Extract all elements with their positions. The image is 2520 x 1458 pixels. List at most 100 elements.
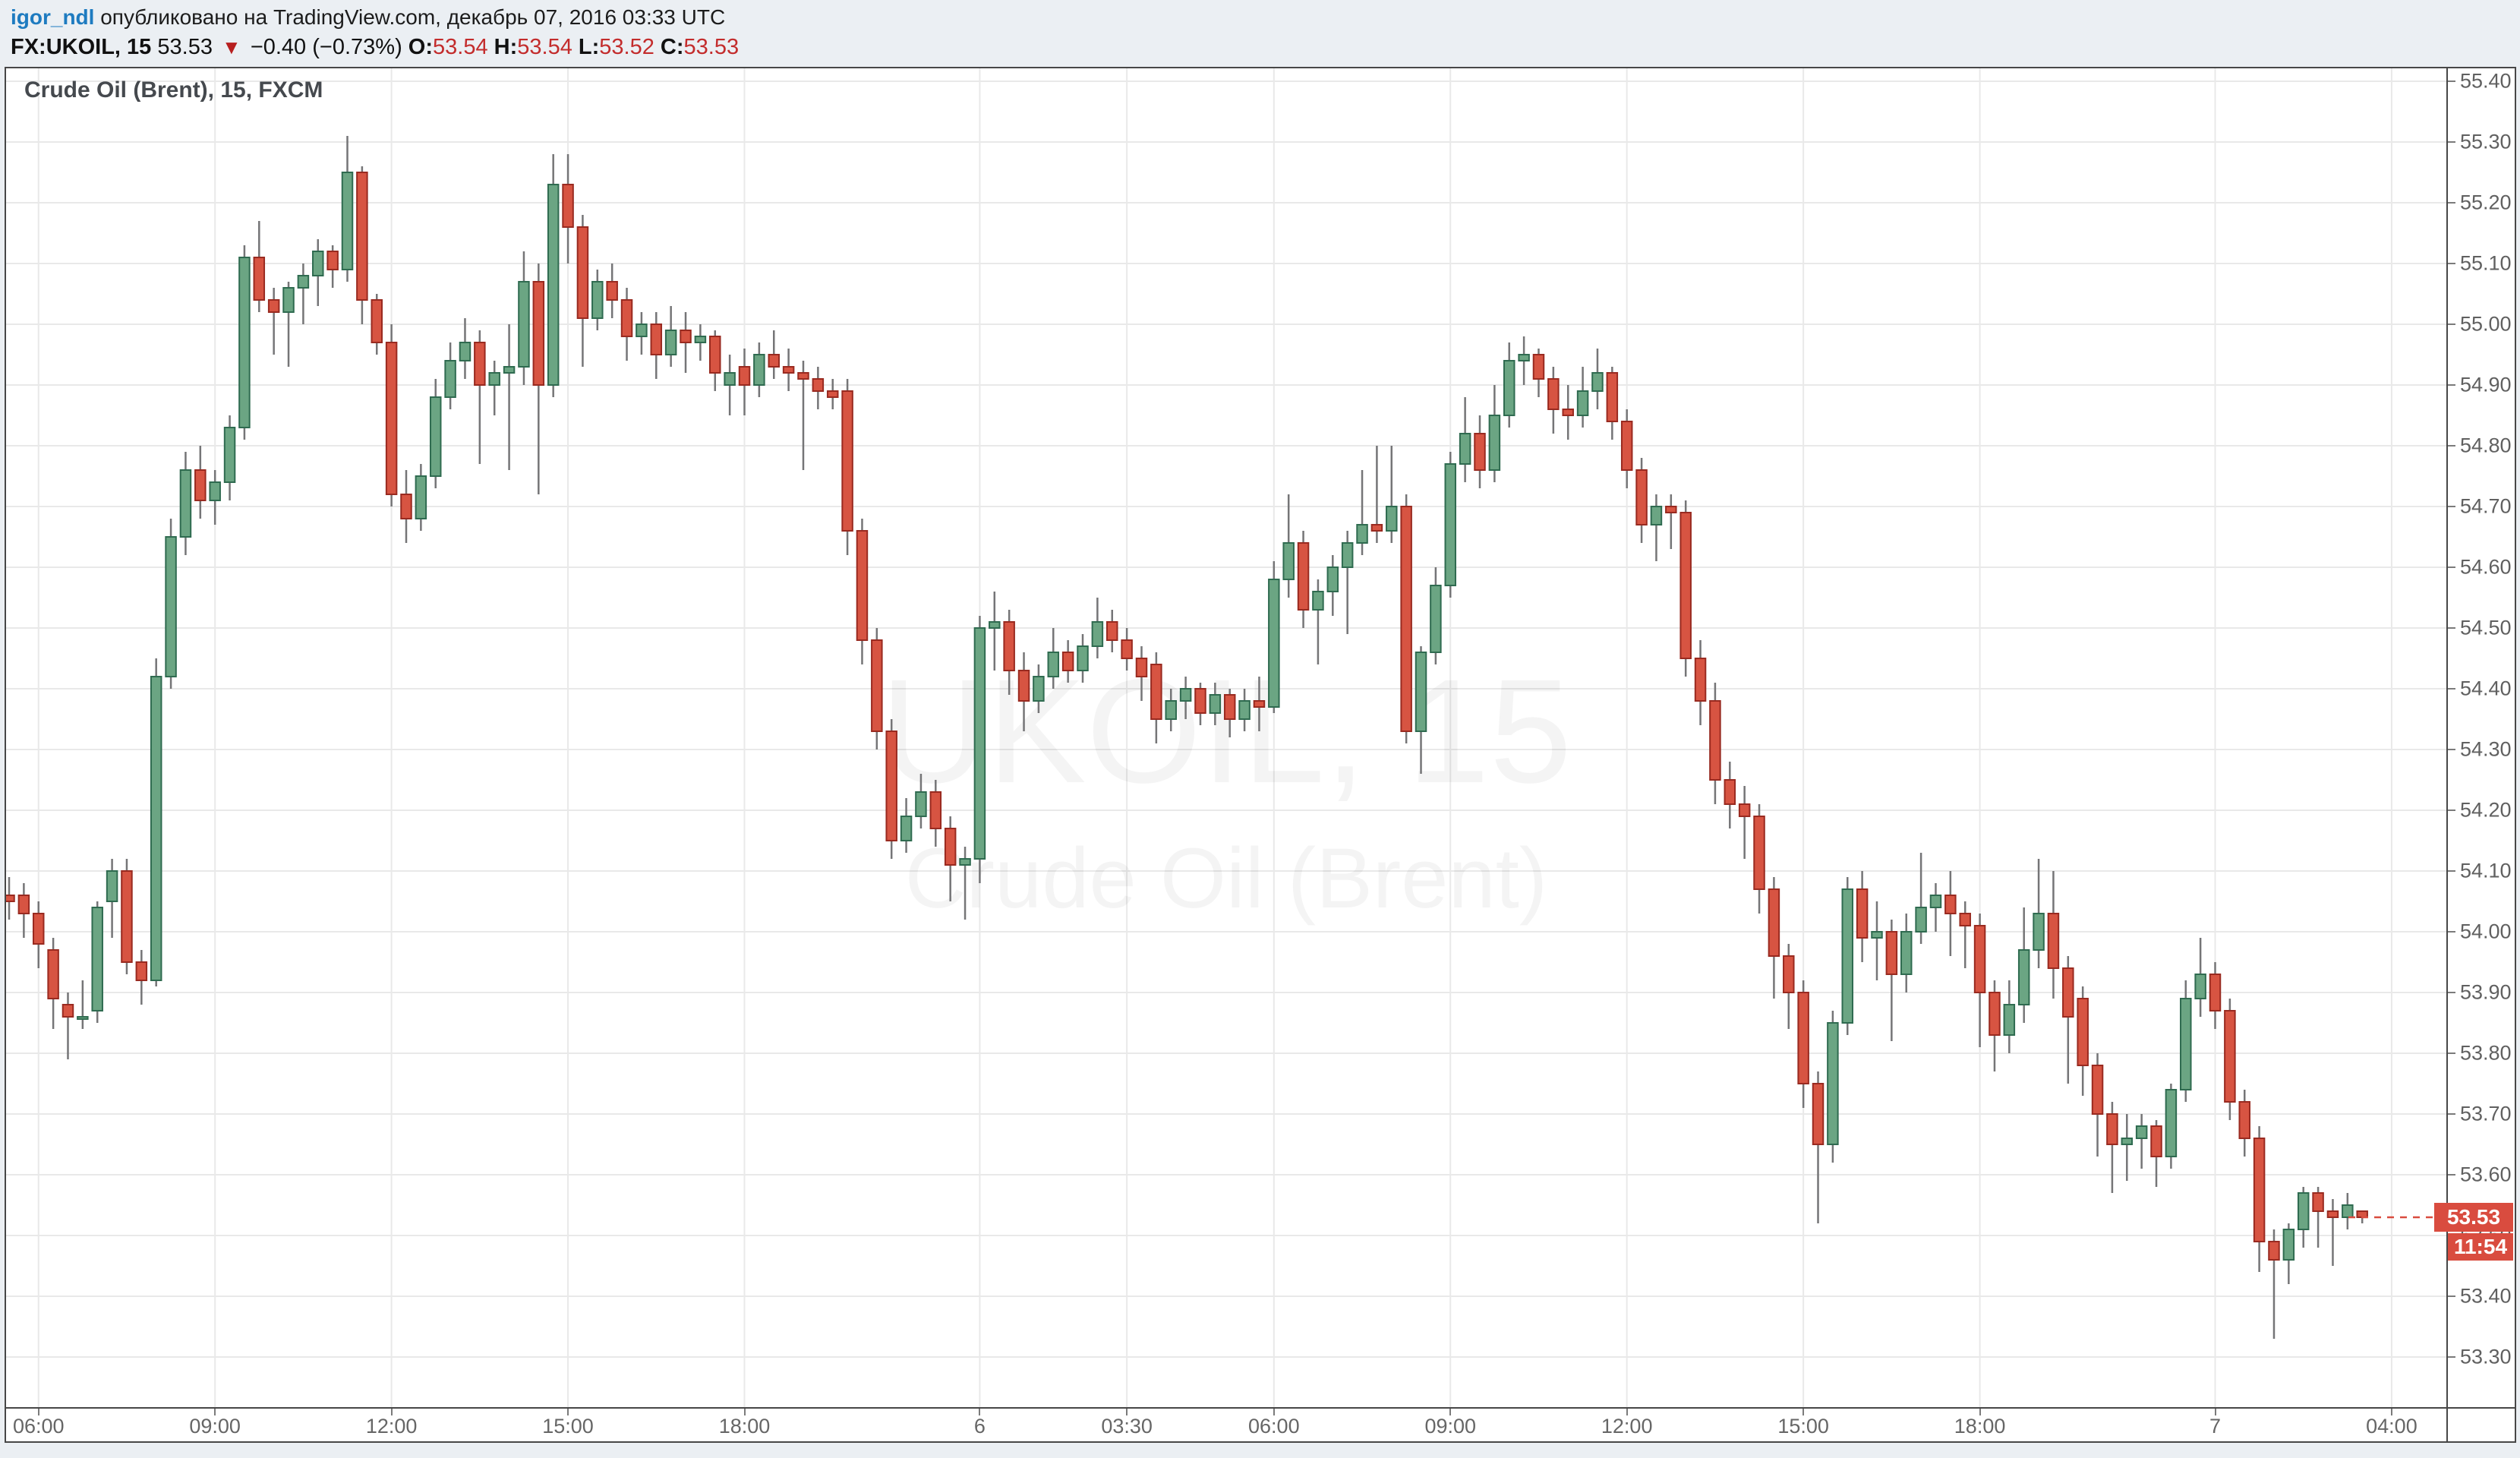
candle-up — [664, 330, 677, 355]
time-tick — [979, 1409, 981, 1415]
time-axis-label: 12:00 — [1601, 1415, 1653, 1437]
candle-down — [1150, 664, 1162, 720]
candle-up — [312, 251, 324, 276]
price-axis-label: 53.30 — [2460, 1345, 2512, 1368]
price-axis-label: 55.10 — [2460, 251, 2512, 275]
candle-up — [1841, 888, 1853, 1024]
candle-up — [297, 275, 310, 289]
candle-up — [636, 323, 648, 337]
candle-down — [2312, 1192, 2324, 1212]
candle-down — [1768, 888, 1780, 957]
candle-down — [856, 530, 869, 641]
price-tick — [2448, 627, 2455, 629]
candle-down — [1400, 506, 1412, 732]
candle-up — [106, 870, 118, 902]
candle-down — [1223, 694, 1236, 720]
candle-down — [738, 366, 751, 386]
candle-down — [841, 390, 853, 532]
chart-frame: Crude Oil (Brent), 15, FXCM UKOIL, 15 Cru… — [5, 67, 2516, 1443]
price-tick — [2448, 749, 2455, 750]
candle-down — [2238, 1101, 2250, 1139]
time-tick — [1802, 1409, 1805, 1415]
candle-down — [2209, 974, 2222, 1011]
open-value: 53.54 — [433, 35, 488, 59]
candle-up — [915, 791, 927, 817]
watermark-description: Crude Oil (Brent) — [905, 831, 1547, 926]
candle-up — [179, 469, 192, 538]
candle-up — [223, 427, 236, 483]
candle-down — [2150, 1125, 2162, 1157]
time-axis-label: 09:00 — [1424, 1415, 1477, 1437]
candle-up — [900, 816, 913, 841]
candle-down — [32, 913, 45, 945]
price-axis-label: 54.90 — [2460, 373, 2512, 396]
candle-down — [47, 949, 59, 999]
candle-down — [782, 366, 795, 374]
publish-line: igor_ndl опубликовано на TradingView.com… — [11, 3, 739, 32]
price-tick — [2448, 566, 2455, 568]
candle-up — [2033, 913, 2045, 951]
candle-up — [1518, 354, 1530, 361]
price-axis[interactable]: 55.40 55.30 55.20 55.10 55.00 54.90 54.80 54.70… — [2446, 68, 2515, 1407]
candle-up — [518, 281, 530, 368]
candle-down — [400, 494, 412, 519]
candle-up — [1444, 463, 1457, 586]
candle-up — [1047, 652, 1060, 677]
candle-down — [1989, 992, 2001, 1036]
candle-down — [1797, 992, 1809, 1084]
low-label: L: — [578, 35, 600, 59]
candle-up — [1915, 907, 1927, 933]
time-axis-label: 15:00 — [1777, 1415, 1829, 1437]
candle-up — [1077, 645, 1089, 671]
price-axis-label: 54.40 — [2460, 677, 2512, 700]
price-axis-label: 54.30 — [2460, 737, 2512, 761]
time-tick — [214, 1409, 216, 1415]
price-axis-label: 54.20 — [2460, 798, 2512, 822]
chart-canvas[interactable]: UKOIL, 15 Crude Oil (Brent) — [6, 68, 2446, 1407]
candle-down — [2268, 1241, 2280, 1261]
candle-down — [1106, 621, 1118, 641]
change-text: −0.40 (−0.73%) — [250, 35, 402, 59]
time-axis-label: 15:00 — [542, 1415, 594, 1437]
candle-up — [429, 396, 442, 477]
price-tick — [2448, 1295, 2455, 1297]
price-axis-label: 53.60 — [2460, 1163, 2512, 1186]
down-arrow-icon: ▼ — [222, 36, 241, 58]
candle-down — [62, 1004, 74, 1018]
candle-down — [606, 281, 618, 301]
candle-down — [768, 354, 780, 368]
candle-down — [1532, 354, 1545, 380]
time-axis-label: 03:30 — [1101, 1415, 1153, 1437]
price-tick — [2448, 506, 2455, 507]
price-axis-label: 55.40 — [2460, 69, 2512, 93]
symbol-ohlc-line: FX:UKOIL, 15 53.53 ▼ −0.40 (−0.73%) O:53… — [11, 32, 739, 62]
candle-down — [1738, 803, 1751, 817]
candle-down — [474, 342, 486, 386]
price-tick — [2448, 992, 2455, 993]
time-axis-label: 18:00 — [1954, 1415, 2006, 1437]
close-value: 53.53 — [683, 35, 740, 59]
candle-down — [1121, 639, 1133, 659]
time-tick — [1273, 1409, 1275, 1415]
price-tick — [2448, 931, 2455, 933]
candle-up — [1033, 676, 1045, 702]
candle-down — [1973, 925, 1986, 993]
time-tick — [1979, 1409, 1981, 1415]
candle-down — [1856, 888, 1869, 939]
candle-up — [1488, 415, 1501, 471]
candle-up — [282, 287, 295, 313]
candle-up — [2282, 1229, 2295, 1261]
bar-countdown-tag: 11:54 — [2448, 1233, 2513, 1261]
symbol-label: FX:UKOIL, 15 — [11, 35, 152, 59]
time-axis[interactable]: 06:00 09:00 12:00 15:00 18:00 6 03:30 06:00 09:0… — [6, 1407, 2446, 1441]
candle-down — [121, 870, 133, 963]
price-tick — [2448, 263, 2455, 264]
candle-up — [91, 907, 103, 1011]
candle-down — [1944, 895, 1957, 914]
candle-up — [973, 627, 986, 860]
candle-up — [1386, 506, 1398, 532]
axis-corner — [2446, 1407, 2515, 1441]
username-link[interactable]: igor_ndl — [11, 5, 95, 29]
price-axis-label: 54.10 — [2460, 859, 2512, 882]
candle-down — [2326, 1210, 2339, 1218]
